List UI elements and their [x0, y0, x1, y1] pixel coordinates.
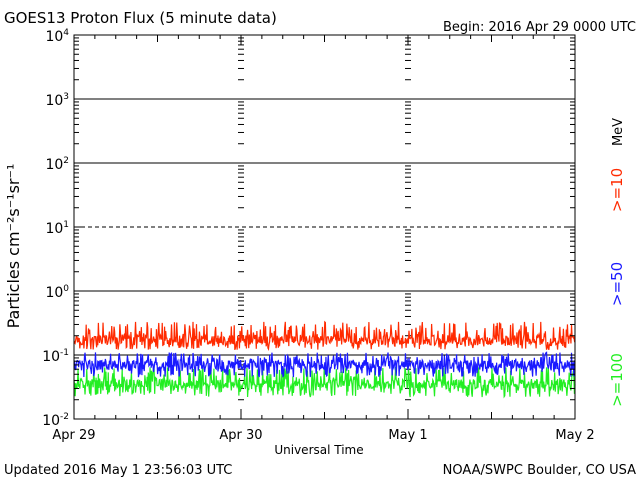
x-tick-label: Apr 29 [52, 428, 95, 443]
y-tick-label: 103 [45, 92, 69, 109]
credit-label: NOAA/SWPC Boulder, CO USA [443, 463, 636, 478]
y-tick-label: 100 [45, 284, 69, 301]
series-line-10 [73, 320, 576, 352]
begin-label: Begin: 2016 Apr 29 0000 UTC [443, 20, 636, 35]
y-axis-label: Particles cm⁻²s⁻¹sr⁻¹ [4, 164, 23, 329]
legend-ge50: >=50 [608, 262, 626, 306]
mev-unit-label: MeV [611, 118, 626, 146]
y-tick-label: 102 [45, 156, 69, 173]
y-tick-label: 10-2 [42, 412, 69, 429]
series-line-50 [73, 351, 576, 378]
series-line-100 [73, 365, 576, 399]
x-axis-label: Universal Time [274, 443, 363, 457]
legend-ge100: >=100 [608, 353, 626, 407]
x-tick-label: May 2 [555, 428, 594, 443]
x-tick-label: Apr 30 [219, 428, 262, 443]
plot-area: 10-2 10-1 100 101 102 103 104 Apr 29 Apr 30 May 1… [42, 28, 594, 443]
updated-label: Updated 2016 May 1 23:56:03 UTC [4, 463, 232, 478]
y-tick-label: 101 [45, 220, 69, 237]
y-tick-label: 104 [45, 28, 69, 45]
x-tick-label: May 1 [388, 428, 427, 443]
y-tick-label: 10-1 [42, 348, 69, 365]
chart-title: GOES13 Proton Flux (5 minute data) [4, 9, 277, 27]
legend-ge10: >=10 [608, 168, 626, 212]
